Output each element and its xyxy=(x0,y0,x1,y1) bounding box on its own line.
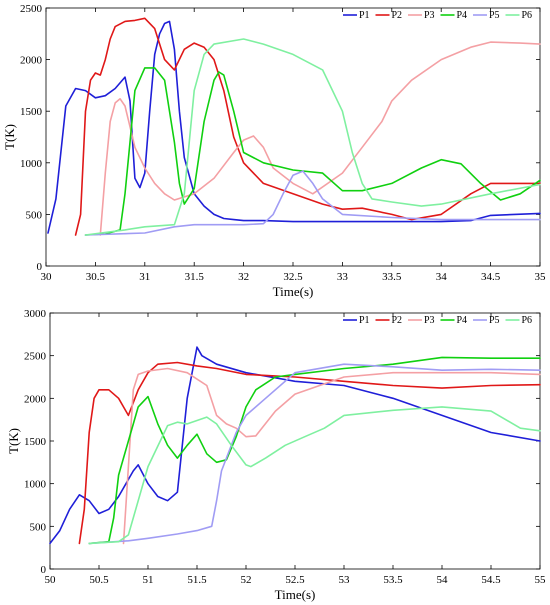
legend: P1 P2 P3 P4 P5 P6 xyxy=(343,315,532,326)
legend-label-p1: P1 xyxy=(359,10,370,21)
legend-label-p4: P4 xyxy=(457,315,468,326)
series-line-p1 xyxy=(47,20,541,234)
x-tick-label: 34 xyxy=(436,271,448,283)
legend-label-p2: P2 xyxy=(392,315,403,326)
x-tick-label: 51.5 xyxy=(187,574,207,586)
legend-label-p3: P3 xyxy=(424,315,435,326)
x-tick-label: 50 xyxy=(45,574,57,586)
y-tick-label: 500 xyxy=(26,209,43,221)
x-tick-label: 53 xyxy=(339,574,351,586)
y-tick-label: 1500 xyxy=(20,106,43,118)
x-tick-label: 30.5 xyxy=(86,271,106,283)
y-tick-label: 1000 xyxy=(20,158,43,170)
y-tick-label: 2500 xyxy=(20,3,43,15)
x-tick-label: 54.5 xyxy=(481,574,501,586)
x-tick-label: 55 xyxy=(535,574,547,586)
x-tick-label: 51 xyxy=(143,574,154,586)
y-tick-label: 500 xyxy=(30,521,47,533)
series-line-p1 xyxy=(49,346,541,545)
series-line-p5 xyxy=(84,170,541,236)
legend-label-p6: P6 xyxy=(522,315,533,326)
x-tick-label: 33.5 xyxy=(382,271,402,283)
series-line-p2 xyxy=(74,17,541,236)
series-line-p4 xyxy=(84,67,541,236)
y-axis-title: T(K) xyxy=(6,428,21,454)
y-tick-label: 0 xyxy=(37,261,43,273)
x-tick-label: 34.5 xyxy=(481,271,501,283)
legend-label-p1: P1 xyxy=(359,315,370,326)
series-line-p6 xyxy=(88,406,541,545)
series-line-p3 xyxy=(99,41,541,236)
chart-panel-1: 30 30.5 31 31.5 32 32.5 33 33.5 34 34.5 35 0 500 1000… xyxy=(2,3,546,299)
x-axis-title: Time(s) xyxy=(273,284,314,299)
legend-label-p2: P2 xyxy=(392,10,403,21)
x-tick-label: 53.5 xyxy=(383,574,403,586)
x-axis-title: Time(s) xyxy=(275,587,316,602)
y-axis-title: T(K) xyxy=(2,124,17,150)
series-line-p2 xyxy=(78,361,541,545)
y-tick-label: 1500 xyxy=(24,436,47,448)
x-tick-label: 33 xyxy=(337,271,349,283)
series-line-p3 xyxy=(122,367,541,545)
y-tick-label: 2000 xyxy=(24,393,47,405)
x-tick-label: 31.5 xyxy=(185,271,205,283)
series-line-p5 xyxy=(88,363,541,545)
y-tick-label: 2000 xyxy=(20,55,43,67)
x-tick-label: 32.5 xyxy=(283,271,303,283)
chart-panel-2: 50 50.5 51 51.5 52 52.5 53 53.5 54 54.5 55 0 500 1000… xyxy=(6,308,546,602)
legend-label-p4: P4 xyxy=(457,10,468,21)
y-tick-label: 1000 xyxy=(24,479,47,491)
legend-label-p5: P5 xyxy=(489,315,500,326)
x-tick-label: 30 xyxy=(41,271,53,283)
x-tick-label: 31 xyxy=(139,271,150,283)
legend: P1 P2 P3 P4 P5 P6 xyxy=(343,10,532,21)
x-tick-label: 54 xyxy=(437,574,449,586)
x-tick-label: 52 xyxy=(241,574,252,586)
legend-label-p6: P6 xyxy=(522,10,533,21)
y-tick-label: 3000 xyxy=(24,308,47,320)
y-tick-label: 2500 xyxy=(24,351,47,363)
series-line-p6 xyxy=(84,38,541,236)
x-tick-label: 32 xyxy=(238,271,249,283)
x-tick-label: 52.5 xyxy=(285,574,305,586)
legend-label-p5: P5 xyxy=(489,10,500,21)
legend-label-p3: P3 xyxy=(424,10,435,21)
y-tick-label: 0 xyxy=(41,564,47,576)
series-line-p4 xyxy=(88,356,541,545)
x-tick-label: 50.5 xyxy=(89,574,109,586)
x-tick-label: 35 xyxy=(535,271,547,283)
